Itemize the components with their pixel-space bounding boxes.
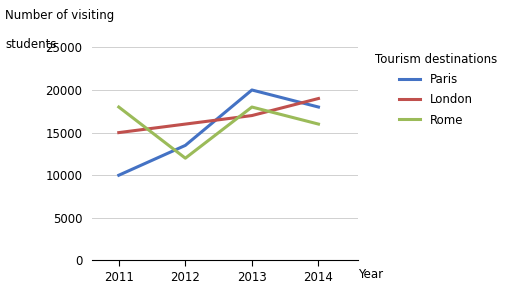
- London: [249, 114, 255, 117]
- Text: Year: Year: [358, 268, 383, 281]
- Text: students: students: [5, 38, 57, 52]
- Line: Rome: Rome: [119, 107, 318, 158]
- Paris: [315, 105, 322, 109]
- London: [315, 97, 322, 100]
- Line: London: London: [119, 99, 318, 133]
- Rome: [182, 156, 188, 160]
- Paris: [249, 88, 255, 92]
- Rome: [116, 105, 122, 109]
- Paris: [116, 173, 122, 177]
- London: [182, 122, 188, 126]
- Text: Number of visiting: Number of visiting: [5, 9, 114, 22]
- Rome: [249, 105, 255, 109]
- Line: Paris: Paris: [119, 90, 318, 175]
- Legend: Paris, London, Rome: Paris, London, Rome: [375, 53, 497, 126]
- Paris: [182, 144, 188, 147]
- London: [116, 131, 122, 134]
- Rome: [315, 122, 322, 126]
